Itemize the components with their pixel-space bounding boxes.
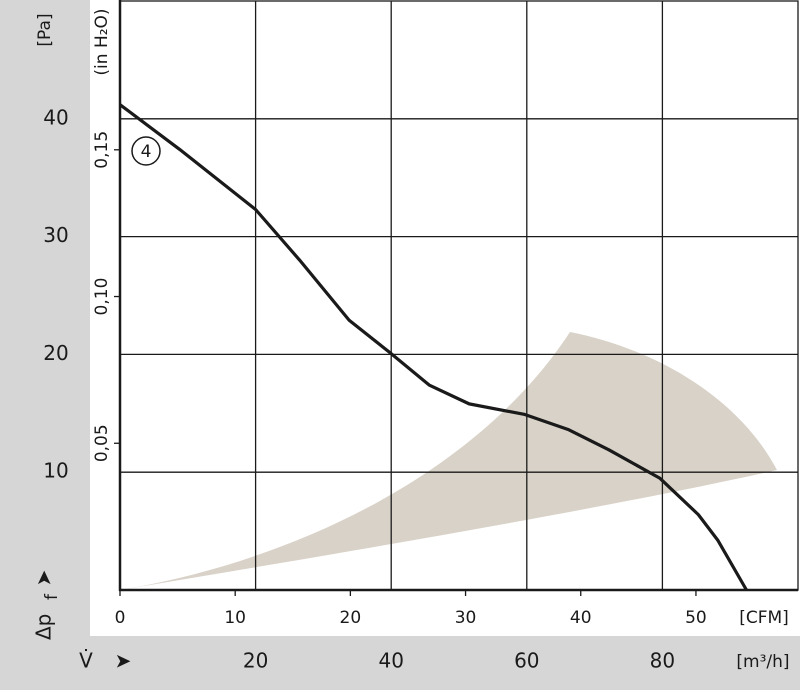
x-tick-label: 40 bbox=[378, 649, 403, 673]
x2-tick-label: 20 bbox=[340, 608, 362, 628]
y-tick-label: 30 bbox=[43, 223, 68, 247]
bottom-band bbox=[0, 636, 800, 690]
y-arrow: ➤ bbox=[32, 570, 56, 587]
y2-tick-label: 0,10 bbox=[92, 278, 112, 316]
y-unit: [Pa] bbox=[35, 13, 55, 46]
y-symbol: Δp bbox=[32, 614, 56, 640]
y-tick-label: 40 bbox=[43, 105, 68, 129]
fan-curve bbox=[119, 103, 748, 591]
x2-tick-label: 30 bbox=[455, 608, 477, 628]
y-tick-label: 20 bbox=[43, 341, 68, 365]
left-band bbox=[0, 0, 90, 690]
y2-unit: (in H₂O) bbox=[92, 8, 112, 75]
y-symbol-sub: f bbox=[42, 593, 62, 600]
x-tick-label: 20 bbox=[243, 649, 268, 673]
curve-label: 4 bbox=[141, 142, 152, 162]
x-tick-label: 80 bbox=[650, 649, 675, 673]
y-tick-label: 10 bbox=[43, 459, 68, 483]
y2-tick-label: 0,15 bbox=[92, 131, 112, 169]
x2-tick-label: 40 bbox=[570, 608, 592, 628]
x2-tick-label: 50 bbox=[685, 608, 707, 628]
x2-unit: [CFM] bbox=[739, 608, 789, 628]
x-arrow: ➤ bbox=[115, 649, 132, 673]
x-unit: [m³/h] bbox=[736, 652, 789, 672]
x-tick-label: 60 bbox=[514, 649, 539, 673]
y2-tick-label: 0,05 bbox=[92, 424, 112, 462]
x-symbol: V̇ bbox=[79, 649, 93, 673]
x2-tick-label: 10 bbox=[224, 608, 246, 628]
working-range bbox=[120, 332, 777, 590]
x2-tick-label: 0 bbox=[115, 608, 126, 628]
curve-marker bbox=[131, 136, 161, 166]
